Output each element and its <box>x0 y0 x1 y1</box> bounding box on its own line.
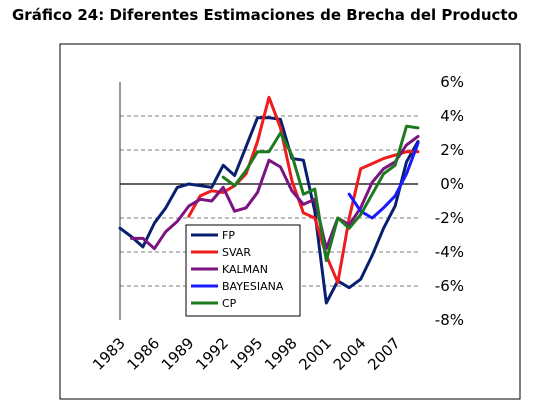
series-line-svar <box>187 95 420 285</box>
legend: FP SVAR KALMAN BAYESIANA CP <box>185 224 301 317</box>
legend-label-cp: CP <box>222 297 237 310</box>
y-tick-label: -2% <box>435 209 464 227</box>
page-title: Gráfico 24: Diferentes Estimaciones de B… <box>12 6 518 24</box>
x-tick-label: 2007 <box>364 334 404 374</box>
y-tick-label: -8% <box>435 311 464 329</box>
chart-frame <box>59 43 521 400</box>
x-tick-label: 1983 <box>89 334 129 374</box>
x-tick-label: 1998 <box>261 334 301 374</box>
series-line-kalman <box>130 134 420 251</box>
series-line-bayesiana <box>347 141 420 220</box>
legend-label-fp: FP <box>222 229 235 242</box>
series-line-cp <box>221 124 420 262</box>
x-tick-label: 1995 <box>227 334 267 374</box>
legend-label-kalman: KALMAN <box>222 263 268 276</box>
series-lines <box>118 95 420 305</box>
y-tick-label: 0% <box>440 175 464 193</box>
x-tick-label: 1989 <box>158 334 198 374</box>
x-tick-label: 2001 <box>295 334 335 374</box>
x-tick-label: 1986 <box>123 334 163 374</box>
y-tick-label: 4% <box>440 107 464 125</box>
series-line-fp <box>118 116 420 305</box>
legend-label-bayesiana: BAYESIANA <box>222 280 284 293</box>
legend-label-svar: SVAR <box>222 246 251 259</box>
y-tick-label: -4% <box>435 243 464 261</box>
x-tick-label: 2004 <box>330 334 370 374</box>
y-tick-label: 2% <box>440 141 464 159</box>
y-tick-label: 6% <box>440 73 464 91</box>
y-tick-labels: 6% 4% 2% 0% -2% -4% -6% -8% <box>435 73 464 329</box>
y-tick-label: -6% <box>435 277 464 295</box>
x-tick-label: 1992 <box>192 334 232 374</box>
